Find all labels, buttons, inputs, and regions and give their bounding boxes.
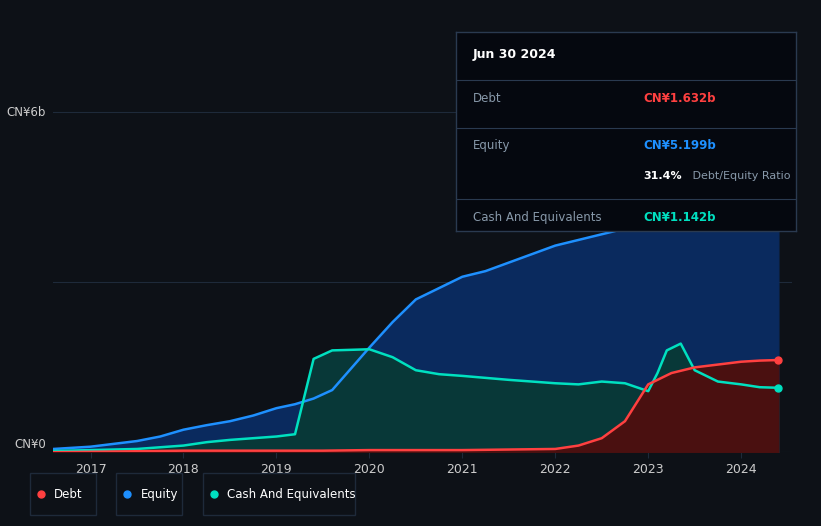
Text: Jun 30 2024: Jun 30 2024: [473, 47, 556, 60]
Text: CN¥1.142b: CN¥1.142b: [643, 211, 716, 225]
Text: Cash And Equivalents: Cash And Equivalents: [227, 488, 355, 501]
Text: CN¥5.199b: CN¥5.199b: [643, 139, 716, 153]
Text: Debt: Debt: [54, 488, 83, 501]
Text: 31.4%: 31.4%: [643, 171, 681, 181]
Text: CN¥6b: CN¥6b: [7, 106, 46, 119]
Text: Equity: Equity: [473, 139, 510, 153]
Text: Debt/Equity Ratio: Debt/Equity Ratio: [689, 171, 791, 181]
Text: CN¥1.632b: CN¥1.632b: [643, 92, 716, 105]
Text: Equity: Equity: [140, 488, 178, 501]
Text: CN¥0: CN¥0: [14, 439, 46, 451]
Text: Debt: Debt: [473, 92, 502, 105]
Text: Cash And Equivalents: Cash And Equivalents: [473, 211, 601, 225]
